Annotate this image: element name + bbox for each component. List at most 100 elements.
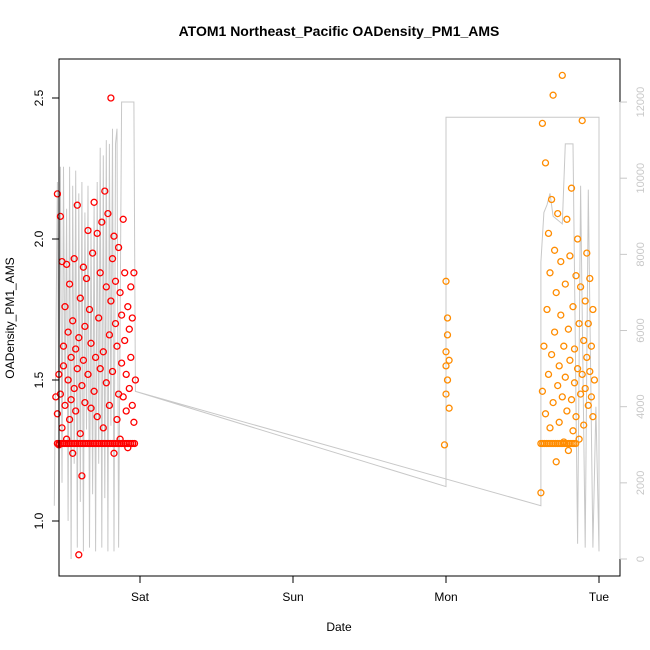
data-point bbox=[580, 421, 588, 429]
data-point bbox=[72, 407, 80, 415]
data-point bbox=[549, 91, 557, 99]
data-point bbox=[87, 339, 95, 347]
data-point bbox=[561, 280, 569, 288]
data-point bbox=[587, 342, 596, 350]
data-point bbox=[580, 336, 588, 345]
data-point bbox=[81, 322, 89, 331]
band-point bbox=[130, 439, 139, 448]
y-tick-label: 2.0 bbox=[32, 230, 46, 247]
data-point bbox=[442, 348, 450, 356]
data-point bbox=[442, 362, 450, 370]
x-tick-label: Tue bbox=[589, 590, 610, 604]
data-point bbox=[557, 311, 565, 319]
data-point bbox=[443, 376, 452, 384]
data-point bbox=[589, 413, 597, 421]
data-point bbox=[56, 212, 65, 221]
data-point bbox=[573, 365, 582, 373]
data-point bbox=[570, 379, 579, 387]
right-tick-label: 12000 bbox=[635, 87, 647, 118]
data-point bbox=[538, 387, 547, 395]
data-point bbox=[75, 334, 83, 342]
data-point bbox=[584, 319, 592, 328]
data-point bbox=[70, 384, 78, 393]
data-point bbox=[564, 446, 573, 455]
data-point bbox=[73, 201, 81, 209]
data-point bbox=[119, 215, 127, 223]
data-point bbox=[108, 255, 117, 263]
secondary-line-layer bbox=[53, 101, 600, 560]
data-point bbox=[62, 260, 71, 269]
data-point bbox=[96, 269, 104, 277]
plot-frame bbox=[58, 58, 621, 577]
data-point bbox=[572, 413, 580, 421]
data-point bbox=[53, 190, 62, 198]
data-point bbox=[111, 277, 120, 285]
data-point bbox=[570, 345, 579, 353]
data-point bbox=[549, 398, 557, 407]
data-point bbox=[546, 269, 554, 277]
data-point bbox=[119, 393, 127, 401]
data-point bbox=[583, 249, 591, 257]
data-point bbox=[586, 274, 594, 283]
data-point bbox=[107, 94, 115, 102]
data-point bbox=[564, 325, 573, 333]
data-point bbox=[78, 472, 86, 480]
data-point bbox=[541, 410, 550, 418]
data-point bbox=[576, 390, 585, 398]
data-point bbox=[70, 255, 78, 263]
data-point bbox=[104, 209, 112, 218]
data-point bbox=[128, 401, 136, 410]
data-point bbox=[550, 246, 559, 254]
data-point bbox=[552, 458, 560, 466]
data-point bbox=[85, 305, 94, 314]
data-point bbox=[107, 297, 115, 305]
data-point bbox=[541, 159, 550, 167]
data-point bbox=[110, 232, 118, 240]
data-point bbox=[589, 305, 597, 314]
data-point bbox=[554, 209, 562, 218]
right-tick-label: 8000 bbox=[635, 242, 647, 266]
x-tick-label: Sun bbox=[282, 590, 303, 604]
data-point bbox=[65, 415, 74, 424]
data-point bbox=[560, 342, 568, 350]
secondary-series-line bbox=[53, 101, 600, 560]
x-axis-label: Date bbox=[326, 620, 352, 634]
data-point bbox=[440, 441, 449, 449]
chart-title: ATOM1 Northeast_Pacific OADensity_PM1_AM… bbox=[179, 23, 500, 39]
data-point bbox=[79, 356, 88, 364]
data-point bbox=[550, 328, 559, 336]
data-point bbox=[75, 551, 83, 559]
data-point bbox=[102, 379, 110, 387]
data-point bbox=[569, 303, 577, 311]
data-point bbox=[546, 424, 554, 432]
data-point bbox=[116, 288, 124, 297]
x-tick-label: Sat bbox=[131, 590, 150, 604]
data-point bbox=[563, 215, 571, 223]
data-point bbox=[65, 280, 74, 288]
data-point bbox=[540, 342, 548, 350]
data-point bbox=[583, 353, 591, 362]
data-point bbox=[113, 342, 121, 350]
data-point bbox=[78, 381, 86, 390]
data-point bbox=[95, 314, 103, 322]
data-point bbox=[84, 226, 92, 235]
data-point bbox=[572, 272, 580, 280]
data-point bbox=[590, 376, 599, 384]
data-point bbox=[581, 297, 589, 305]
data-point bbox=[560, 438, 568, 446]
data-point bbox=[555, 362, 563, 370]
data-point bbox=[61, 401, 69, 410]
data-point bbox=[544, 229, 553, 238]
data-point bbox=[64, 328, 72, 336]
data-point bbox=[99, 424, 107, 432]
data-point bbox=[569, 427, 577, 435]
data-point bbox=[566, 356, 574, 364]
data-point bbox=[121, 336, 129, 345]
data-point bbox=[90, 387, 98, 395]
data-point bbox=[114, 243, 123, 252]
data-point bbox=[125, 384, 133, 393]
data-point bbox=[561, 373, 569, 381]
data-point bbox=[117, 359, 126, 367]
data-point bbox=[59, 362, 68, 370]
data-point bbox=[547, 195, 556, 204]
